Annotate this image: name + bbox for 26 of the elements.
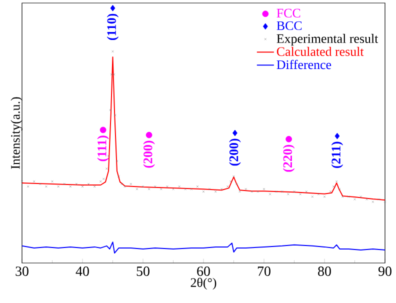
x-axis-title: 2θ(°): [190, 278, 216, 290]
point: [334, 132, 340, 140]
x-tick-label: 90: [378, 266, 392, 276]
point: [146, 132, 152, 138]
annotation: (200): [229, 138, 241, 166]
annotation: (200): [143, 140, 155, 168]
legend-label: Difference: [276, 60, 332, 70]
annotation: (211): [331, 142, 344, 168]
x-tick-label: 40: [76, 266, 89, 276]
annotation: (111): [97, 136, 109, 162]
y-axis-title: Intensity(a.u.): [10, 97, 22, 169]
point: [232, 130, 238, 136]
legend-label: Experimental result: [276, 34, 378, 46]
legend-label: Calculated result: [276, 46, 364, 56]
point: [110, 4, 116, 12]
x-tick-label: 30: [16, 266, 28, 276]
annotation: (220): [282, 144, 295, 172]
legend-label: FCC: [276, 8, 300, 18]
legend-label: BCC: [276, 21, 302, 30]
annotation: (110): [106, 14, 119, 40]
x-tick-label: 80: [318, 266, 331, 276]
point: [286, 136, 292, 142]
x-tick-label: 50: [136, 266, 150, 276]
x-tick-label: 60: [197, 266, 210, 276]
point: [100, 126, 106, 134]
x-tick-label: 70: [258, 266, 270, 276]
